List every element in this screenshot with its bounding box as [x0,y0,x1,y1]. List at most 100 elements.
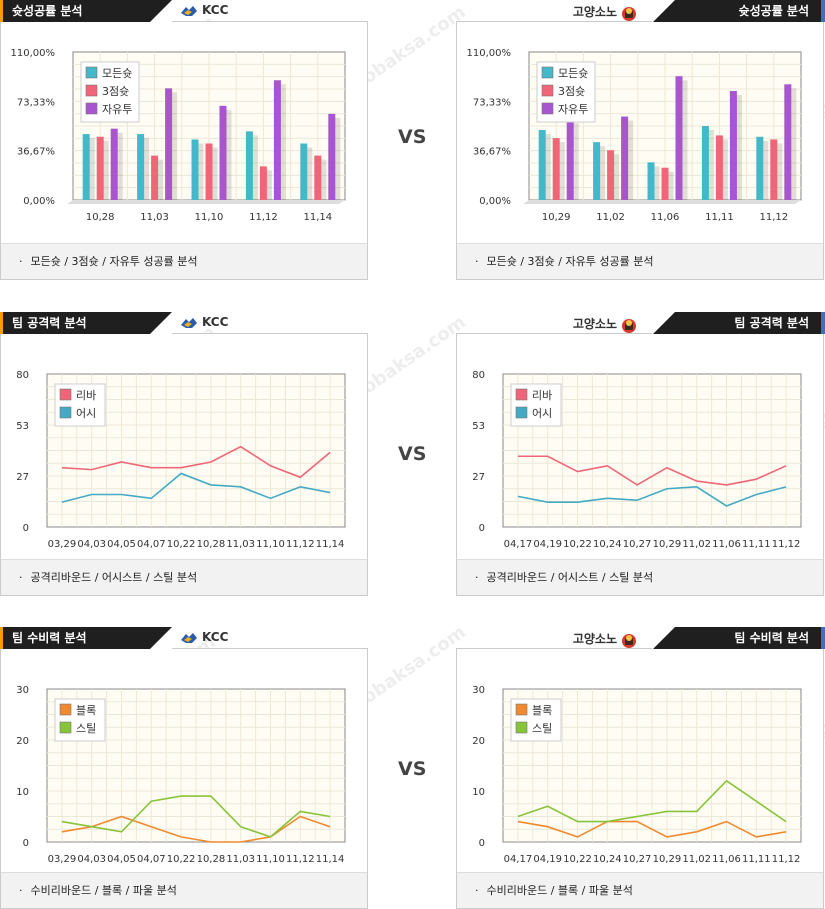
bar-shadow [101,140,109,200]
section-title-right: 팀 공격력 분석 [653,312,825,334]
x-tick-label: 10,28 [86,212,115,223]
legend-label: 자유투 [558,103,588,116]
legend-label: 어시 [76,407,96,420]
team-label-right: 고양소노 [573,630,639,648]
bar [328,113,336,200]
x-tick-label: 11,10 [195,212,224,223]
bar [621,116,629,200]
bar [607,150,615,200]
section-defense: 팀 수비력 분석 KCC 고양소노 팀 수비력 분석 0 10 20 30 03,29 0… [0,627,825,909]
legend-label: 3점슛 [558,85,585,98]
chart-panel-left: 0 27 53 80 03,29 04,03 04,05 04,07 10,22 10,28 11,… [0,334,368,596]
x-tick-label: 11,03 [226,854,255,865]
y-tick-label: 80 [16,370,29,381]
y-tick-label: 0 [23,838,29,849]
bar [756,136,764,200]
legend-swatch [59,406,72,419]
y-tick-label: 110,00% [11,48,56,59]
x-tick-label: 11,11 [742,539,771,550]
x-tick-label: 11,02 [682,539,711,550]
x-tick-label: 04,07 [137,854,166,865]
legend-swatch [515,388,528,401]
team-label-left: KCC [180,630,228,645]
x-tick-label: 04,05 [107,854,136,865]
sono-logo-icon [621,633,639,648]
bar [151,155,159,200]
x-tick-label: 11,02 [682,854,711,865]
bar [675,76,683,200]
kcc-logo-icon [180,4,198,18]
section-title-right: 슛성공률 분석 [653,0,825,22]
plot-floor [523,200,801,204]
series-line [517,486,787,507]
legend-swatch [541,84,554,97]
legend-label: 리바 [532,389,552,402]
bar [647,162,655,200]
legend-label: 스틸 [76,722,96,735]
bar-shadow [706,130,714,200]
x-tick-label: 03,29 [48,539,77,550]
section-shooting: 슛성공률 분석 KCC 고양소노 슛성공률 분석 0,00% 36,67% 73,3… [0,0,825,281]
bar-shadow [775,143,783,200]
y-tick-label: 0 [479,523,485,534]
legend-label: 블록 [532,704,552,717]
sono-logo-icon [621,318,639,333]
legend-swatch [541,66,554,79]
vs-label: VS [398,443,427,465]
bar [715,135,723,200]
chart-panel-right: 0,00% 36,67% 73,33% 110,00% 10,29 11,02 11,06 1… [456,22,824,280]
bar [701,126,709,200]
section-offense: 팀 공격력 분석 KCC 고양소노 팀 공격력 분석 0 27 53 80 03,29 0… [0,312,825,596]
x-tick-label: 11,10 [256,854,285,865]
legend-swatch [59,703,72,716]
team-name-left: KCC [202,630,229,644]
x-tick-label: 04,07 [137,539,166,550]
y-tick-label: 30 [16,685,29,696]
bar-shadow [598,146,606,200]
x-tick-label: 11,06 [712,854,741,865]
x-tick-label: 11,02 [596,212,625,223]
y-tick-label: 110,00% [467,48,512,59]
legend-label: 모든슛 [558,67,588,80]
bar [273,80,281,200]
bar [661,167,669,200]
y-tick-label: 30 [472,685,485,696]
x-tick-label: 04,03 [77,539,106,550]
x-tick-label: 10,27 [623,854,652,865]
team-name-right: 고양소노 [572,317,617,331]
bar-shadow [543,134,551,200]
bar-shadow [224,109,232,200]
x-tick-label: 10,22 [563,854,592,865]
vs-label: VS [398,758,427,780]
x-tick-label: 10,22 [563,539,592,550]
chart-panel-right: 0 27 53 80 04,17 04,19 10,22 10,24 10,27 10,29 11,… [456,334,824,596]
x-tick-label: 11,06 [651,212,680,223]
x-tick-label: 11,12 [286,539,315,550]
legend-label: 리바 [76,389,96,402]
chart-panel-left: 0,00% 36,67% 73,33% 110,00% 10,28 11,03 11,10 1… [0,22,368,280]
x-tick-label: 11,06 [712,539,741,550]
bar [191,139,199,200]
y-tick-label: 36,67% [473,147,511,158]
legend-swatch [59,388,72,401]
bar-shadow [789,88,797,200]
bar-shadow [720,139,728,200]
chart-panel-right: 0 10 20 30 04,17 04,19 10,22 10,24 10,27 10,29 11,… [456,649,824,909]
legend-swatch [515,721,528,734]
section-title-right: 팀 수비력 분석 [653,627,825,649]
section-title-left: 팀 수비력 분석 [0,627,172,649]
team-label-right: 고양소노 [573,3,639,21]
chart-footer: 공격리바운드 / 어시스트 / 스틸 분석 [457,559,823,595]
bar [566,119,574,200]
bar-shadow [210,147,218,200]
bar [110,128,118,200]
bar [729,91,737,200]
x-tick-label: 10,28 [197,539,226,550]
x-tick-label: 11,12 [759,212,788,223]
x-tick-label: 10,22 [167,854,196,865]
chart-footer: 수비리바운드 / 블록 / 파울 분석 [457,872,823,908]
x-tick-label: 11,12 [772,854,801,865]
x-tick-label: 11,12 [772,539,801,550]
y-tick-label: 80 [472,370,485,381]
